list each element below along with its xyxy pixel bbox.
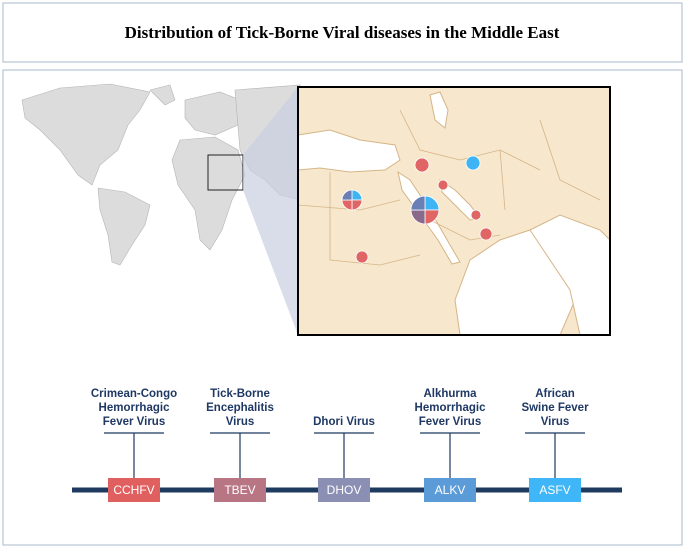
virus-abbreviation: ALKV bbox=[435, 483, 466, 497]
virus-abbreviation: CCHFV bbox=[113, 483, 154, 497]
virus-name: Fever Virus bbox=[103, 416, 165, 428]
virus-abbreviation: DHOV bbox=[327, 483, 362, 497]
virus-name: Virus bbox=[541, 416, 570, 428]
virus-name: Hemorrhagic bbox=[99, 402, 171, 414]
virus-name: Fever Virus bbox=[419, 416, 481, 428]
virus-box bbox=[108, 478, 160, 502]
map-markers bbox=[341, 155, 493, 264]
virus-name: Virus bbox=[226, 416, 255, 428]
virus-name: Tick-Borne bbox=[210, 388, 270, 400]
virus-name: Swine Fever bbox=[521, 402, 589, 414]
virus-box bbox=[424, 478, 476, 502]
virus-name: Alkhurma bbox=[423, 388, 477, 400]
title-box bbox=[2, 2, 683, 63]
inset-map bbox=[297, 86, 611, 336]
virus-box bbox=[214, 478, 266, 502]
virus-name: Hemorrhagic bbox=[415, 402, 487, 414]
zoom-projection bbox=[243, 87, 298, 335]
title: Distribution of Tick-Borne Viral disease… bbox=[125, 23, 560, 42]
virus-name: Encephalitis bbox=[206, 402, 274, 414]
virus-name: Crimean-Congo bbox=[91, 388, 177, 400]
virus-name: African bbox=[535, 388, 575, 400]
virus-abbreviation: ASFV bbox=[539, 483, 570, 497]
virus-list: Crimean-Congo Hemorrhagic Fever Virus CCHFV… bbox=[91, 388, 589, 502]
virus-box bbox=[318, 478, 370, 502]
virus-abbreviation: TBEV bbox=[224, 483, 255, 497]
virus-box bbox=[529, 478, 581, 502]
virus-name: Dhori Virus bbox=[313, 416, 375, 428]
